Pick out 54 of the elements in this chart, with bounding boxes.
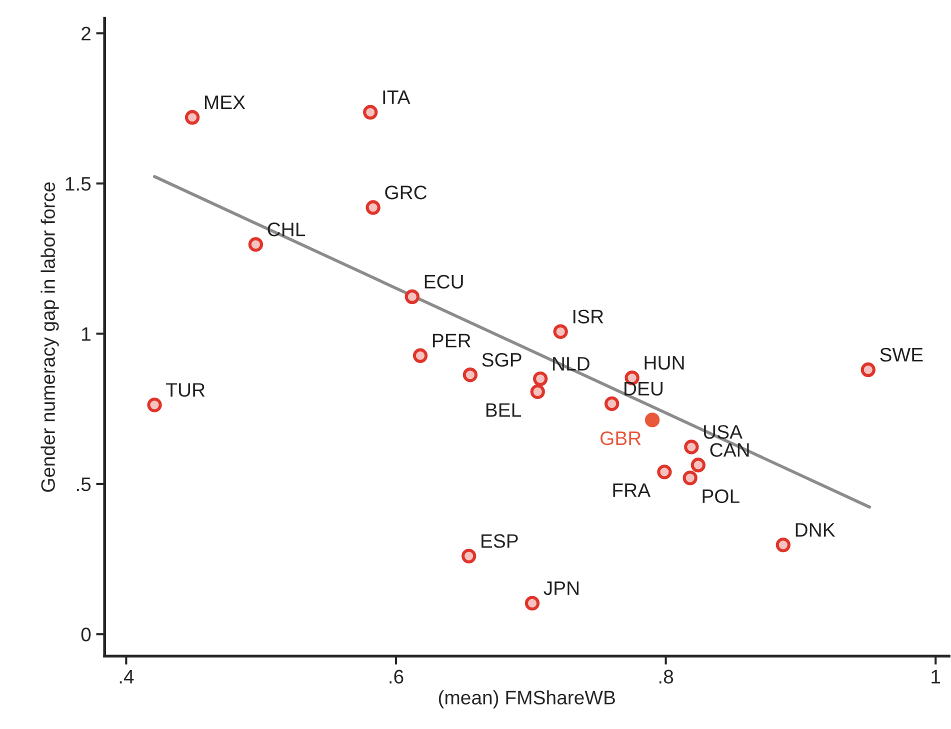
annotation: GRC	[385, 186, 427, 200]
point	[776, 538, 791, 552]
y-tick-label: 0	[81, 628, 91, 642]
annotation: SWE	[880, 348, 923, 362]
annotation: ISR	[573, 310, 604, 324]
point	[248, 237, 264, 252]
x-tick-label: .4	[120, 670, 134, 684]
annotation: POL	[702, 489, 740, 504]
point	[604, 396, 620, 412]
y-tick-label: .5	[76, 478, 91, 492]
point	[363, 104, 378, 120]
point	[644, 412, 660, 428]
annotation: HUN	[644, 356, 684, 370]
x-tick-label: 1	[932, 670, 940, 684]
point	[462, 368, 478, 382]
annotation: GBR	[600, 431, 641, 446]
point	[553, 324, 568, 339]
point	[147, 398, 162, 412]
point	[184, 110, 200, 125]
annotation: MEX	[205, 96, 246, 110]
annotation: ECU	[424, 274, 463, 289]
point	[657, 464, 672, 480]
point	[533, 371, 548, 386]
y-tick-label: 2	[82, 26, 90, 40]
annotation: DNK	[796, 523, 836, 537]
point	[530, 384, 545, 400]
point	[524, 596, 540, 611]
point	[684, 440, 699, 454]
point	[462, 548, 476, 564]
annotation: DEU	[624, 382, 663, 396]
point	[366, 200, 380, 215]
annotation: ITA	[383, 90, 410, 104]
annotation: SGP	[482, 352, 522, 367]
annotation: CAN	[710, 443, 749, 457]
annotation: PER	[432, 334, 470, 348]
annotation: BEL	[486, 403, 521, 417]
y-tick-label: 1	[82, 327, 90, 341]
annotation: FRA	[613, 484, 651, 497]
y-axis-title: Gender numeracy gap in labor force	[40, 182, 59, 492]
annotation: ESP	[482, 534, 518, 548]
annotation: TUR	[166, 383, 205, 397]
x-axis-title: (mean) FMShareWB	[438, 690, 615, 708]
point	[404, 289, 420, 304]
point	[412, 348, 428, 363]
x-tick-label: .8	[659, 670, 674, 684]
annotation: USA	[704, 425, 742, 439]
annotation: JPN	[544, 582, 579, 596]
y-tick-label: 1.5	[66, 177, 91, 191]
point	[690, 458, 706, 472]
point	[682, 470, 698, 486]
x-tick-label: .6	[390, 670, 404, 684]
annotation: CHL	[268, 222, 306, 236]
annotation: NLD	[553, 357, 590, 370]
point	[860, 362, 876, 378]
